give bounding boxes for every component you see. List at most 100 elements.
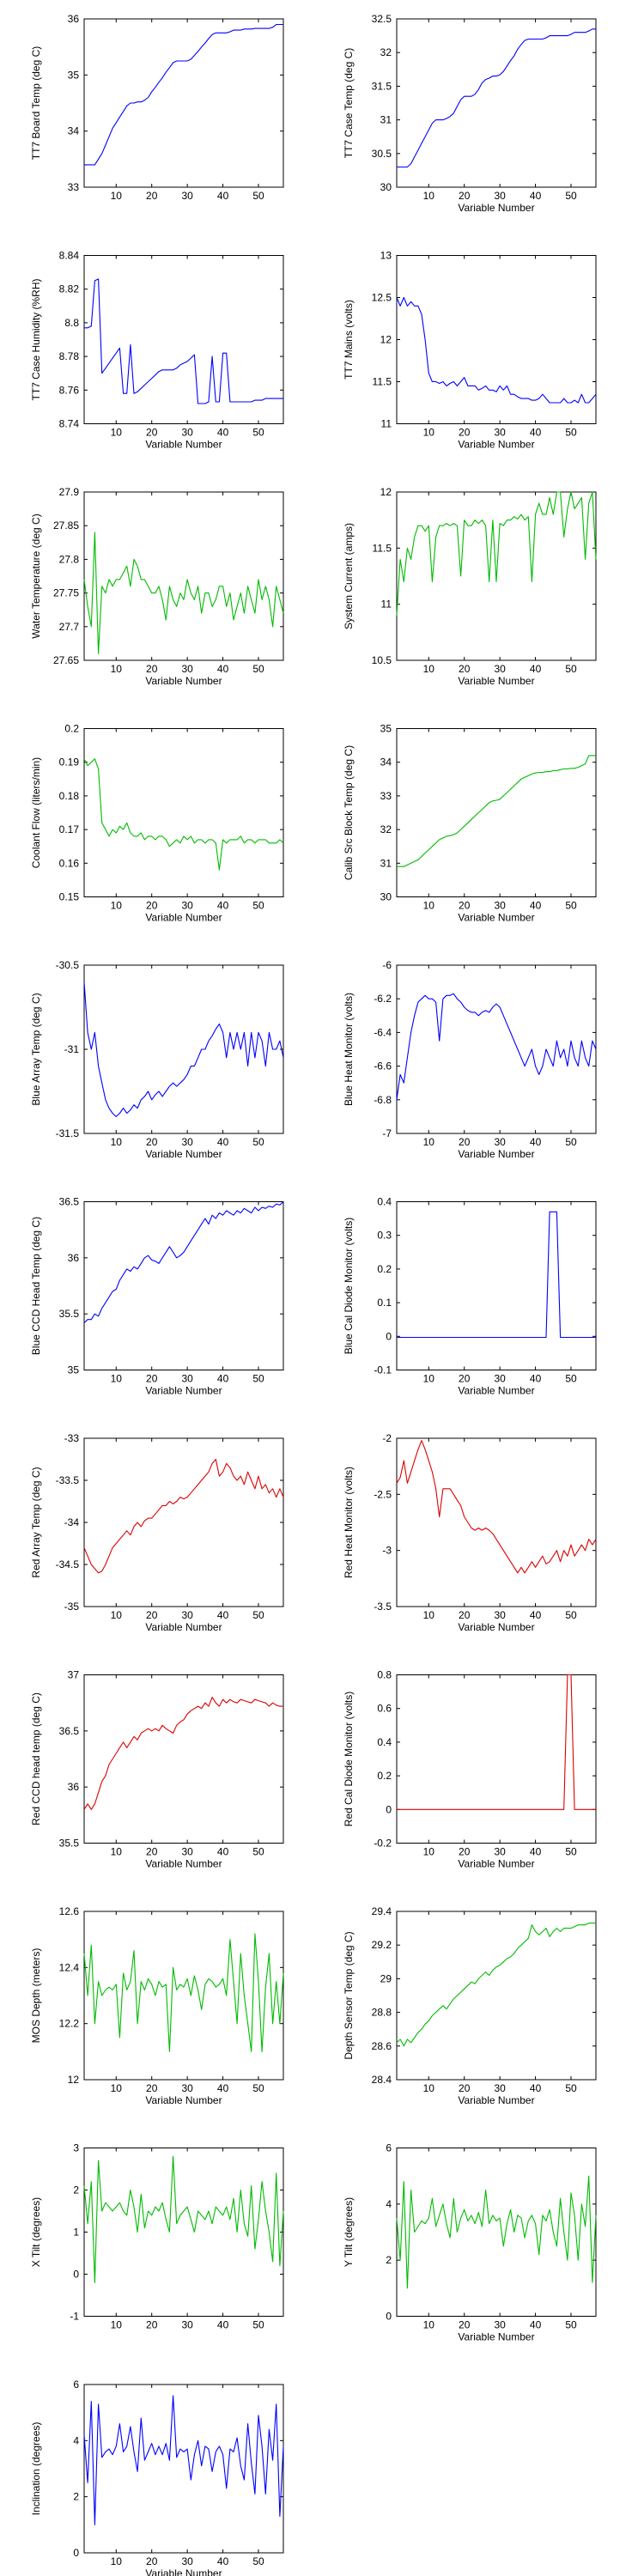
- chart-19-x-tick-label: 20: [459, 2319, 471, 2331]
- chart-6-x-tick-label: 10: [111, 900, 123, 912]
- chart-0-plot-frame: [83, 18, 284, 188]
- chart-16-plot-frame: [83, 1911, 284, 2081]
- chart-3-x-tick-label: 40: [530, 427, 542, 439]
- chart-17-x-axis-label: Variable Number: [458, 2094, 534, 2106]
- chart-0-x-tick-label: 40: [217, 190, 229, 202]
- chart-2-x-tick-label: 30: [181, 427, 193, 439]
- chart-4-y-axis-label: Water Temperature (deg C): [30, 513, 42, 638]
- chart-14-series-line: [83, 1697, 283, 1810]
- chart-19-y-tick-label: 4: [386, 2198, 392, 2210]
- chart-6-x-tick-label: 40: [217, 900, 229, 912]
- chart-16-x-axis-label: Variable Number: [145, 2094, 222, 2106]
- chart-2-x-tick-label: 50: [252, 427, 264, 439]
- chart-4-y-tick-label: 27.8: [59, 553, 80, 565]
- chart-18-y-axis-label: X Tilt (degrees): [30, 2197, 42, 2267]
- chart-1-x-tick-label: 50: [565, 190, 577, 202]
- chart-9-x-tick-label: 10: [423, 1136, 435, 1148]
- chart-3-series-line: [396, 296, 597, 404]
- chart-2-y-tick-label: 8.76: [59, 384, 80, 396]
- chart-4-y-tick-label: 27.75: [53, 587, 79, 599]
- chart-6-y-tick-label: 0.16: [59, 857, 80, 869]
- chart-1-series-line: [397, 28, 596, 168]
- chart-13-x-tick-label: 20: [459, 1609, 471, 1621]
- chart-17-x-tick-label: 20: [459, 2082, 471, 2094]
- chart-14-x-tick-label: 10: [111, 1846, 123, 1858]
- chart-13-y-tick-label: -2: [382, 1432, 392, 1444]
- chart-15-x-tick-label: 40: [530, 1846, 542, 1858]
- chart-12-x-tick-label: 40: [217, 1609, 229, 1621]
- chart-20-y-axis-label: Inclination (degrees): [30, 2422, 42, 2516]
- chart-11-y-tick-label: 0.3: [377, 1230, 392, 1242]
- chart-10-x-axis-label: Variable Number: [145, 1385, 222, 1397]
- chart-13: 10 20 30 40 50 -3.5 -3 -2.5 -2 Red Heat Monitor (…: [343, 1432, 597, 1633]
- chart-13-x-tick-label: 40: [530, 1609, 542, 1621]
- chart-11-series-line: [397, 1211, 596, 1339]
- chart-17-x-tick-label: 40: [530, 2082, 542, 2094]
- chart-17-y-tick-label: 29: [380, 1972, 392, 1984]
- chart-14-y-axis-label: Red CCD head temp (deg C): [30, 1692, 42, 1826]
- chart-9-plot-frame: [396, 964, 597, 1134]
- chart-18-y-tick-label: 0: [73, 2269, 79, 2281]
- chart-20-plot-frame: [83, 2384, 284, 2554]
- chart-15-x-tick-label: 20: [459, 1846, 471, 1858]
- chart-8-x-tick-label: 10: [111, 1136, 123, 1148]
- chart-5-y-tick-label: 12: [380, 486, 392, 498]
- chart-16-y-axis-label: MOS Depth (meters): [30, 1948, 42, 2044]
- chart-18-x-tick-label: 50: [252, 2319, 264, 2331]
- chart-15-y-tick-label: 0: [386, 1803, 392, 1815]
- chart-18-x-tick-label: 10: [111, 2319, 123, 2331]
- chart-1-x-tick-label: 10: [423, 190, 435, 202]
- chart-11-x-tick-label: 30: [494, 1373, 506, 1385]
- chart-15: 10 20 30 40 50 -0.2 0 0.2 0.4 0.6 0.8 Red Cal Diode…: [343, 1669, 597, 1870]
- chart-13-y-tick-label: -3: [382, 1545, 392, 1557]
- chart-12-series-line: [83, 1458, 284, 1574]
- chart-6-x-tick-label: 20: [146, 900, 158, 912]
- chart-18-y-tick-label: 2: [73, 2184, 79, 2196]
- chart-11-x-tick-label: 50: [565, 1373, 577, 1385]
- chart-6-x-axis-label: Variable Number: [145, 912, 222, 924]
- chart-11-x-tick-label: 40: [530, 1373, 542, 1385]
- chart-1-x-tick-label: 30: [494, 190, 506, 202]
- chart-19-y-axis-label: Y Tilt (degrees): [343, 2197, 355, 2267]
- chart-6-y-axis-label: Coolant Flow (liters/min): [30, 757, 42, 868]
- chart-9-x-tick-label: 30: [494, 1136, 506, 1148]
- chart-11-plot-frame: [396, 1201, 597, 1370]
- chart-18-x-tick-label: 30: [181, 2319, 193, 2331]
- chart-6-y-tick-label: 0.17: [59, 823, 80, 835]
- chart-15-series-line: [397, 1674, 596, 1810]
- chart-15-x-axis-label: Variable Number: [458, 1858, 534, 1870]
- chart-18-x-tick-label: 40: [217, 2319, 229, 2331]
- chart-19-x-tick-label: 10: [423, 2319, 435, 2331]
- chart-15-y-tick-label: 0.4: [377, 1736, 392, 1748]
- chart-16: 10 20 30 40 50 12 12.2 12.4 12.6 MOS Depth (meter…: [30, 1905, 284, 2106]
- chart-13-y-tick-label: -3.5: [374, 1601, 392, 1613]
- chart-13-x-axis-label: Variable Number: [458, 1621, 534, 1633]
- chart-19-series-line: [396, 2175, 597, 2289]
- chart-0-x-tick-label: 30: [181, 190, 193, 202]
- chart-8-y-tick-label: -31.5: [56, 1127, 80, 1139]
- chart-20-x-tick-label: 40: [217, 2555, 229, 2567]
- chart-9-y-tick-label: -6.2: [374, 993, 392, 1005]
- chart-13-y-axis-label: Red Heat Monitor (volts): [343, 1467, 355, 1578]
- chart-12-y-tick-label: -34.5: [56, 1558, 80, 1571]
- chart-0-x-tick-label: 10: [111, 190, 123, 202]
- chart-16-x-tick-label: 20: [146, 2082, 158, 2094]
- chart-4-x-tick-label: 50: [252, 663, 264, 675]
- chart-20-x-tick-label: 10: [111, 2555, 123, 2567]
- chart-14-x-tick-label: 20: [146, 1846, 158, 1858]
- chart-15-y-axis-label: Red Cal Diode Monitor (volts): [343, 1692, 355, 1826]
- chart-14-x-tick-label: 50: [252, 1846, 264, 1858]
- chart-12-y-tick-label: -33.5: [56, 1474, 80, 1486]
- chart-5-x-tick-label: 40: [530, 663, 542, 675]
- chart-8-x-axis-label: Variable Number: [145, 1148, 222, 1160]
- chart-4-x-tick-label: 30: [181, 663, 193, 675]
- chart-12-y-tick-label: -34: [64, 1516, 80, 1528]
- chart-1-x-axis-label: Variable Number: [458, 202, 534, 214]
- chart-17-y-axis-label: Depth Sensor Temp (deg C): [343, 1931, 355, 2059]
- chart-19-y-tick-label: 0: [386, 2311, 392, 2323]
- chart-17-y-tick-label: 28.8: [372, 2007, 392, 2019]
- chart-9-x-tick-label: 20: [459, 1136, 471, 1148]
- chart-12: 10 20 30 40 50 -35 -34.5 -34 -33.5 -33 Red Array T…: [30, 1432, 284, 1633]
- chart-9-x-tick-label: 40: [530, 1136, 542, 1148]
- chart-5: 10 20 30 40 50 10.5 11 11.5 12 System Current (am…: [343, 486, 597, 687]
